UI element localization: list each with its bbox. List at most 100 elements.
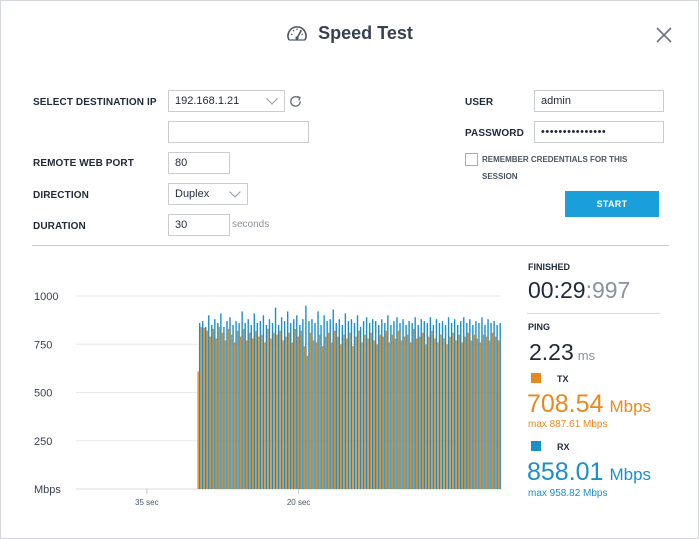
tx-bar bbox=[252, 338, 254, 489]
ping-value: 2.23 bbox=[529, 339, 574, 365]
tx-bar bbox=[400, 340, 403, 489]
tx-bar bbox=[419, 336, 421, 489]
tx-bar bbox=[373, 340, 375, 489]
speedometer-icon bbox=[287, 25, 307, 41]
rx-bar bbox=[441, 321, 444, 489]
rx-bar bbox=[447, 317, 450, 489]
tx-bar bbox=[397, 330, 400, 489]
tx-readout: 708.54 Mbps bbox=[527, 390, 651, 419]
tx-bar bbox=[446, 344, 448, 489]
rx-bar bbox=[214, 319, 216, 489]
rx-bar bbox=[356, 315, 359, 489]
destination-ip-value: 192.168.1.21 bbox=[175, 95, 240, 107]
rx-bar bbox=[323, 315, 325, 489]
rx-bar bbox=[365, 317, 368, 489]
tx-bar bbox=[497, 340, 500, 489]
rx-bar bbox=[253, 313, 255, 489]
rx-bar bbox=[472, 324, 474, 489]
rx-bar bbox=[350, 319, 353, 489]
tx-bar bbox=[352, 346, 354, 489]
tx-bar bbox=[318, 334, 321, 489]
chevron-down-icon bbox=[229, 186, 241, 198]
rx-bar bbox=[332, 309, 334, 489]
tx-bar bbox=[273, 332, 275, 489]
tx-bar bbox=[476, 338, 479, 489]
tx-unit: Mbps bbox=[609, 397, 652, 416]
rx-bar bbox=[475, 321, 477, 489]
rx-bar bbox=[463, 317, 465, 489]
tx-bar bbox=[479, 342, 482, 489]
tx-bar bbox=[434, 338, 436, 489]
rx-bar bbox=[456, 324, 459, 489]
x-tick-label: 35 sec bbox=[135, 498, 159, 507]
tx-bar bbox=[197, 371, 199, 489]
rx-bar bbox=[408, 321, 410, 489]
tx-bar bbox=[416, 338, 418, 489]
tx-bar bbox=[285, 336, 287, 489]
tx-bar bbox=[233, 342, 236, 489]
tx-bar bbox=[343, 334, 345, 489]
rx-bar bbox=[341, 324, 344, 489]
rx-bar bbox=[290, 323, 292, 489]
rx-bar bbox=[381, 319, 383, 489]
rx-bar bbox=[198, 323, 201, 489]
tx-bar bbox=[300, 330, 303, 489]
rx-unit: Mbps bbox=[609, 465, 652, 484]
tx-bar bbox=[379, 334, 381, 489]
rx-bar bbox=[375, 321, 377, 489]
remember-checkbox[interactable] bbox=[465, 153, 478, 166]
rx-bar bbox=[460, 321, 462, 489]
close-icon[interactable] bbox=[652, 23, 676, 47]
rx-bar bbox=[359, 326, 362, 489]
duration-input[interactable]: 30 bbox=[168, 214, 230, 236]
tx-bar bbox=[200, 326, 202, 489]
destination-ip-custom-input[interactable] bbox=[168, 121, 309, 143]
tx-bar bbox=[461, 342, 463, 489]
tx-max: max 887.61 Mbps bbox=[528, 419, 608, 430]
tx-bar bbox=[249, 332, 251, 489]
start-button[interactable]: START bbox=[565, 191, 659, 217]
rx-bar bbox=[296, 315, 298, 489]
rx-bar bbox=[223, 326, 225, 489]
tx-bar bbox=[340, 344, 342, 489]
rx-bar bbox=[329, 319, 331, 489]
rx-bar bbox=[211, 324, 213, 489]
tx-bar bbox=[364, 334, 366, 489]
tx-bar bbox=[403, 336, 406, 489]
rx-bar bbox=[250, 324, 252, 489]
destination-ip-select[interactable]: 192.168.1.21 bbox=[168, 90, 285, 112]
tx-bar bbox=[221, 332, 224, 489]
direction-select[interactable]: Duplex bbox=[168, 183, 248, 205]
rx-bar bbox=[396, 317, 398, 489]
remote-port-input[interactable]: 80 bbox=[168, 152, 230, 174]
dialog-title-text: Speed Test bbox=[318, 23, 413, 43]
rx-bar bbox=[393, 321, 395, 489]
rx-legend-swatch bbox=[531, 441, 541, 451]
tx-bar bbox=[349, 332, 351, 489]
user-input[interactable]: admin bbox=[534, 90, 664, 112]
tx-bar bbox=[467, 332, 470, 489]
tx-bar bbox=[239, 336, 242, 489]
rx-bar bbox=[268, 319, 271, 489]
rx-bar bbox=[201, 321, 204, 489]
password-input[interactable]: ••••••••••••••• bbox=[534, 121, 664, 143]
rx-bar bbox=[262, 315, 265, 489]
chart-labels: 1000 750 500 250 Mbps 35 sec 20 sec bbox=[34, 291, 310, 507]
tx-bar bbox=[358, 330, 360, 489]
rx-bar bbox=[432, 324, 435, 489]
tx-bar bbox=[394, 338, 397, 489]
tx-bar bbox=[361, 342, 363, 489]
rx-bar bbox=[444, 324, 447, 489]
tx-bar bbox=[291, 342, 293, 489]
tx-bar bbox=[288, 332, 290, 489]
rx-bar bbox=[368, 323, 371, 489]
rx-bar bbox=[299, 324, 301, 489]
tx-bar bbox=[452, 332, 454, 489]
elapsed-time-main: 00:29 bbox=[528, 277, 586, 303]
rx-bar bbox=[265, 324, 268, 489]
tx-bar bbox=[355, 336, 357, 489]
refresh-icon[interactable] bbox=[288, 94, 303, 109]
tx-bar bbox=[455, 340, 457, 489]
tx-bar bbox=[255, 330, 257, 489]
tx-bar bbox=[488, 340, 491, 489]
